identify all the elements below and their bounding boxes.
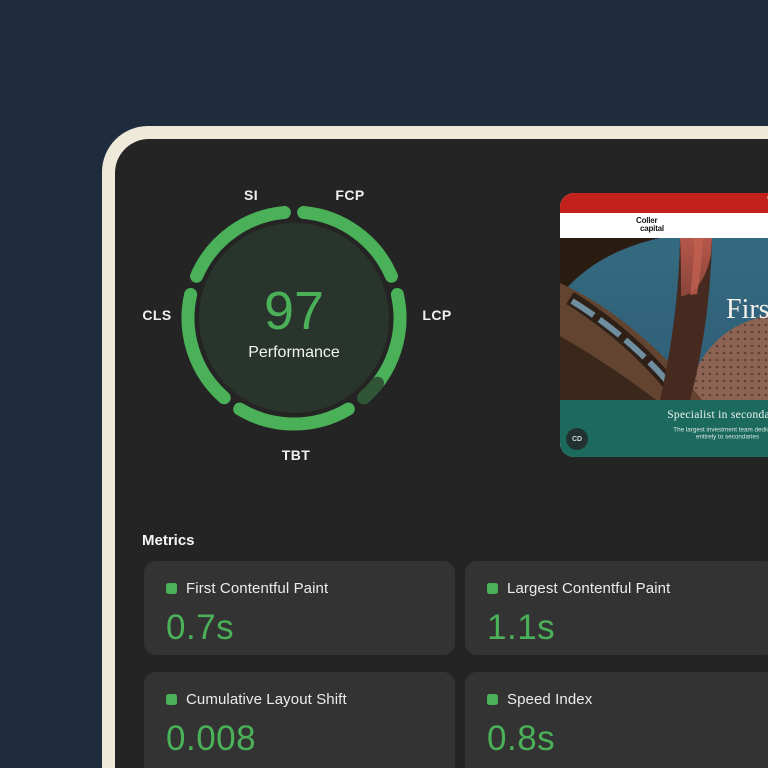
hero-architecture-illustration (560, 238, 768, 400)
metric-tile-fcp: First Contentful Paint 0.7s (144, 561, 455, 655)
tagline-subtitle: The largest investment team dedicated en… (642, 426, 768, 440)
performance-score: 97 (263, 281, 325, 341)
metric-tile-lcp: Largest Contentful Paint 1.1s (465, 561, 768, 655)
metric-label: Speed Index (507, 691, 593, 708)
logo-line2: capital (640, 223, 664, 233)
metric-tile-si: Speed Index 0.8s (465, 672, 768, 768)
gauge-tag-fcp: FCP (335, 187, 365, 203)
metric-tiles: First Contentful Paint 0.7s Largest Cont… (144, 561, 768, 768)
gauge-center: 97 Performance (248, 284, 340, 362)
preview-tagline-band: Specialist in secondaries The largest in… (560, 400, 768, 457)
gauge-tag-tbt: TBT (281, 447, 311, 463)
gauge-ring (181, 205, 407, 431)
status-square-icon (487, 583, 498, 594)
gauge-tag-si: SI (243, 187, 259, 203)
status-square-icon (166, 694, 177, 705)
metric-value: 0.7s (166, 608, 235, 647)
metric-tile-cls: Cumulative Layout Shift 0.008 (144, 672, 455, 768)
site-preview-thumbnail: IMPORTANT NOTICE: We have recent Coller … (560, 193, 768, 457)
metric-value: 0.008 (166, 719, 257, 758)
metrics-heading: Metrics (142, 532, 195, 549)
status-square-icon (166, 583, 177, 594)
preview-hero-image: Firs (560, 238, 768, 400)
metric-value: 0.8s (487, 719, 556, 758)
preview-notice-line1: IMPORTANT NOTICE: We have recent (767, 195, 768, 200)
gauge-tag-lcp: LCP (422, 307, 452, 323)
metric-label: Cumulative Layout Shift (186, 691, 347, 708)
status-square-icon (487, 694, 498, 705)
coller-capital-logo: Coller capital (636, 217, 664, 232)
logo-line1: Coller (636, 216, 658, 225)
gauge-inner-disc (199, 223, 389, 413)
device-frame: 97 Performance SI FCP CLS LCP TBT IMPORT… (102, 126, 768, 768)
performance-gauge: 97 Performance SI FCP CLS LCP TBT (115, 139, 575, 519)
preview-notice-text: IMPORTANT NOTICE: We have recent Coller … (767, 195, 768, 205)
metric-label: First Contentful Paint (186, 580, 329, 597)
cookie-badge[interactable]: CD (566, 428, 588, 450)
performance-label: Performance (248, 344, 340, 361)
gauge-tag-cls: CLS (142, 307, 172, 323)
metric-value: 1.1s (487, 608, 556, 647)
tagline-sub-line2: entirely to secondaries (695, 433, 760, 440)
metric-label: Largest Contentful Paint (507, 580, 671, 597)
preview-site-header: Coller capital (560, 213, 768, 238)
tagline-title: Specialist in secondaries (667, 409, 768, 421)
hero-headline: Firs (726, 294, 768, 325)
report-card: 97 Performance SI FCP CLS LCP TBT IMPORT… (115, 139, 768, 768)
preview-notice-banner: IMPORTANT NOTICE: We have recent Coller … (560, 193, 768, 213)
tagline-sub-line1: The largest investment team dedicated (673, 426, 768, 433)
